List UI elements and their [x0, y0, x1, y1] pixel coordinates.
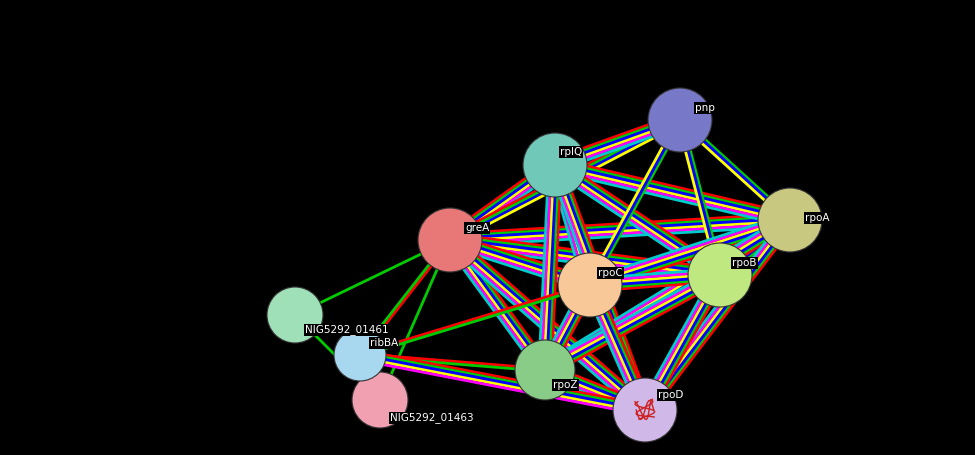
Text: rpoZ: rpoZ — [553, 380, 577, 390]
Circle shape — [334, 329, 386, 381]
Circle shape — [267, 287, 323, 343]
Text: greA: greA — [465, 223, 489, 233]
Text: rpoA: rpoA — [805, 213, 830, 223]
Circle shape — [523, 133, 587, 197]
Circle shape — [558, 253, 622, 317]
Circle shape — [688, 243, 752, 307]
Text: pnp: pnp — [695, 103, 715, 113]
Circle shape — [648, 88, 712, 152]
Circle shape — [515, 340, 575, 400]
Text: rplQ: rplQ — [560, 147, 582, 157]
Circle shape — [613, 378, 677, 442]
Text: rpoC: rpoC — [598, 268, 623, 278]
Circle shape — [352, 372, 408, 428]
Text: rpoB: rpoB — [732, 258, 757, 268]
Text: rpoD: rpoD — [658, 390, 683, 400]
Text: ribBA: ribBA — [370, 338, 398, 348]
Circle shape — [418, 208, 482, 272]
Text: NIG5292_01461: NIG5292_01461 — [305, 324, 389, 335]
Text: NIG5292_01463: NIG5292_01463 — [390, 413, 474, 424]
Circle shape — [758, 188, 822, 252]
